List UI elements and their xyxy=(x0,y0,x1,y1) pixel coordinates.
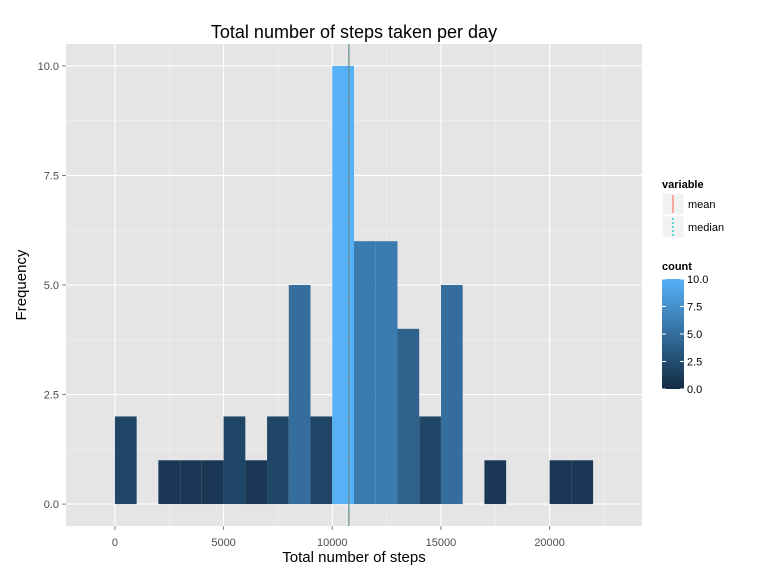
y-tick-label: 2.5 xyxy=(44,390,59,402)
legend-label-median: median xyxy=(688,222,724,234)
x-tick-label: 0 xyxy=(112,537,118,549)
histogram-bar xyxy=(267,416,289,505)
colorbar-tick-label: 2.5 xyxy=(687,357,702,369)
x-axis-ticks: 0 5000 10000 15000 20000 xyxy=(112,526,565,549)
colorbar-tick-label: 5.0 xyxy=(687,329,702,341)
histogram-bar xyxy=(158,460,181,505)
x-tick-label: 15000 xyxy=(426,537,457,549)
histogram-bar xyxy=(114,416,137,505)
colorbar xyxy=(662,279,684,389)
histogram-bar xyxy=(245,460,268,505)
histogram-bar xyxy=(440,285,463,505)
legend-variable: variable mean median xyxy=(661,179,724,239)
legend-variable-title: variable xyxy=(662,179,704,191)
x-tick-label: 10000 xyxy=(317,537,348,549)
histogram-bar xyxy=(375,241,398,505)
colorbar-tick-label: 7.5 xyxy=(687,302,702,314)
y-axis-ticks: 0.0 2.5 5.0 7.5 10.0 xyxy=(38,61,66,511)
histogram-bar xyxy=(354,241,376,505)
y-tick-label: 7.5 xyxy=(44,170,59,182)
y-axis-title: Frequency xyxy=(13,249,30,320)
chart-title: Total number of steps taken per day xyxy=(211,22,497,42)
legend-count: count 0.0 2.5 5.0 7.5 10.0 xyxy=(662,261,708,396)
histogram-bar xyxy=(180,460,202,505)
x-tick-label: 20000 xyxy=(534,537,565,549)
histogram-bar xyxy=(484,460,507,505)
y-tick-label: 5.0 xyxy=(44,280,59,292)
histogram-bar xyxy=(201,460,224,505)
histogram-bar xyxy=(549,460,572,505)
legend-label-mean: mean xyxy=(688,199,716,211)
legend-count-title: count xyxy=(662,261,692,273)
x-tick-label: 5000 xyxy=(211,537,235,549)
histogram-bar xyxy=(288,285,311,505)
x-axis-title: Total number of steps xyxy=(282,549,425,566)
colorbar-tick-label: 0.0 xyxy=(687,384,702,396)
histogram-bar xyxy=(397,328,420,505)
histogram-bar xyxy=(310,416,333,505)
colorbar-tick-label: 10.0 xyxy=(687,274,708,286)
y-tick-label: 0.0 xyxy=(44,499,59,511)
histogram-bar xyxy=(419,416,441,505)
histogram-bar xyxy=(223,416,246,505)
y-tick-label: 10.0 xyxy=(38,61,59,73)
histogram-bar xyxy=(332,65,354,505)
histogram-bar xyxy=(571,460,594,505)
